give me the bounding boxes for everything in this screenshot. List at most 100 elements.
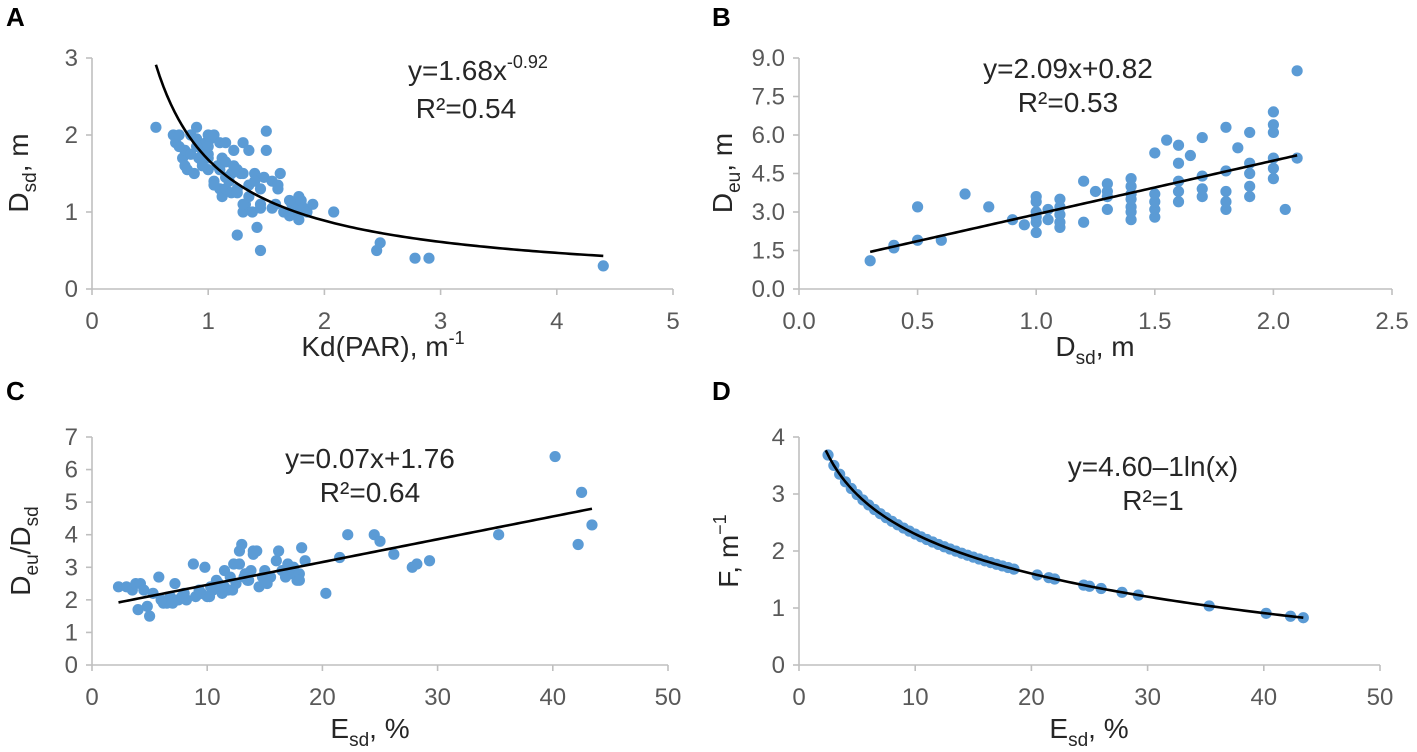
panel-letter-a: A bbox=[6, 2, 25, 32]
data-point bbox=[597, 260, 609, 272]
data-point bbox=[1149, 147, 1161, 159]
data-point bbox=[254, 244, 267, 257]
data-point bbox=[586, 519, 598, 531]
data-point bbox=[199, 561, 211, 573]
r-squared-label: R²=1 bbox=[1122, 485, 1183, 516]
data-point bbox=[231, 229, 243, 241]
r-squared-label: R²=0.54 bbox=[416, 93, 516, 124]
data-point bbox=[299, 555, 311, 567]
data-point bbox=[1267, 106, 1279, 118]
data-point bbox=[1054, 193, 1066, 205]
data-point bbox=[1078, 216, 1090, 228]
data-point bbox=[228, 144, 240, 156]
y-axis-title: F, m−1 bbox=[710, 514, 744, 587]
data-point bbox=[283, 194, 296, 207]
data-point bbox=[1172, 157, 1185, 169]
data-point bbox=[864, 255, 876, 267]
data-point bbox=[185, 148, 197, 160]
data-point bbox=[374, 535, 386, 547]
x-tick-label: 50 bbox=[655, 684, 682, 711]
r-squared-label: R²=0.64 bbox=[320, 477, 420, 508]
x-axis-title: Kd(PAR), m-1 bbox=[301, 328, 464, 362]
data-point bbox=[1172, 139, 1185, 151]
y-tick-label: 1.5 bbox=[752, 238, 785, 265]
data-point bbox=[187, 558, 199, 570]
y-tick-label: 0 bbox=[772, 652, 785, 679]
equation-label: y=4.60–1ln(x) bbox=[1068, 451, 1238, 482]
data-point bbox=[202, 140, 214, 153]
data-point bbox=[237, 137, 249, 149]
x-axis-title: Esd, % bbox=[330, 713, 409, 751]
x-tick-label: 1.0 bbox=[1020, 308, 1053, 335]
data-point bbox=[220, 137, 232, 149]
data-point bbox=[1220, 121, 1232, 133]
data-point bbox=[388, 548, 400, 560]
data-point bbox=[1149, 203, 1161, 216]
y-tick-label: 0 bbox=[65, 652, 78, 679]
data-point bbox=[1196, 183, 1208, 195]
data-point bbox=[1030, 191, 1042, 203]
y-tick-label: 1 bbox=[65, 199, 78, 226]
x-axis-title: Esd, % bbox=[1049, 713, 1128, 751]
x-tick-label: 40 bbox=[1250, 684, 1277, 711]
y-tick-label: 3 bbox=[772, 481, 785, 508]
data-point bbox=[233, 558, 246, 570]
data-point bbox=[1279, 203, 1291, 216]
equation-label: y=0.07x+1.76 bbox=[285, 443, 455, 474]
data-point bbox=[173, 140, 185, 153]
data-point bbox=[1267, 162, 1279, 174]
data-point bbox=[1054, 216, 1066, 228]
data-point bbox=[203, 591, 216, 603]
data-point bbox=[236, 538, 248, 551]
trend-line bbox=[824, 449, 1304, 620]
data-point bbox=[220, 156, 232, 168]
data-point bbox=[1125, 180, 1137, 192]
data-point bbox=[270, 555, 282, 567]
y-tick-label: 9.0 bbox=[752, 45, 785, 72]
data-point bbox=[218, 564, 231, 577]
y-tick-label: 6 bbox=[65, 457, 78, 484]
y-tick-label: 3 bbox=[65, 554, 78, 581]
data-point bbox=[423, 252, 435, 264]
data-point bbox=[260, 125, 272, 137]
data-point bbox=[1267, 126, 1279, 139]
data-point bbox=[243, 144, 255, 156]
data-point bbox=[1291, 152, 1303, 164]
y-tick-label: 0.0 bbox=[752, 276, 785, 303]
panel-letter-c: C bbox=[6, 376, 25, 406]
data-point bbox=[576, 486, 588, 498]
y-tick-label: 3 bbox=[65, 45, 78, 72]
y-tick-label: 4 bbox=[772, 424, 785, 451]
data-point bbox=[237, 198, 249, 210]
x-tick-label: 5 bbox=[666, 308, 679, 335]
data-point bbox=[266, 202, 278, 214]
data-point bbox=[342, 529, 354, 541]
data-point bbox=[549, 450, 561, 463]
data-point bbox=[272, 179, 284, 191]
data-point bbox=[1220, 185, 1232, 198]
y-axis-title: Dsd, m bbox=[3, 133, 41, 212]
equation-label: y=1.68x-0.92 bbox=[408, 52, 548, 86]
y-tick-label: 2 bbox=[65, 122, 78, 149]
data-point bbox=[1042, 214, 1054, 226]
data-point bbox=[132, 604, 144, 616]
y-tick-label: 7 bbox=[65, 424, 78, 451]
trend-line bbox=[869, 154, 1298, 254]
data-point bbox=[1078, 175, 1090, 187]
data-point bbox=[196, 160, 208, 172]
data-point bbox=[1161, 134, 1173, 146]
data-point bbox=[226, 584, 239, 596]
data-point bbox=[247, 548, 259, 560]
data-point bbox=[173, 129, 185, 141]
x-tick-label: 30 bbox=[1134, 684, 1161, 711]
data-point bbox=[1054, 208, 1066, 221]
data-point bbox=[112, 581, 125, 593]
y-tick-label: 1 bbox=[772, 595, 785, 622]
x-tick-label: 40 bbox=[539, 684, 566, 711]
data-point bbox=[959, 188, 971, 200]
data-point bbox=[150, 121, 162, 133]
data-point bbox=[293, 214, 305, 226]
x-tick-label: 0 bbox=[792, 684, 805, 711]
